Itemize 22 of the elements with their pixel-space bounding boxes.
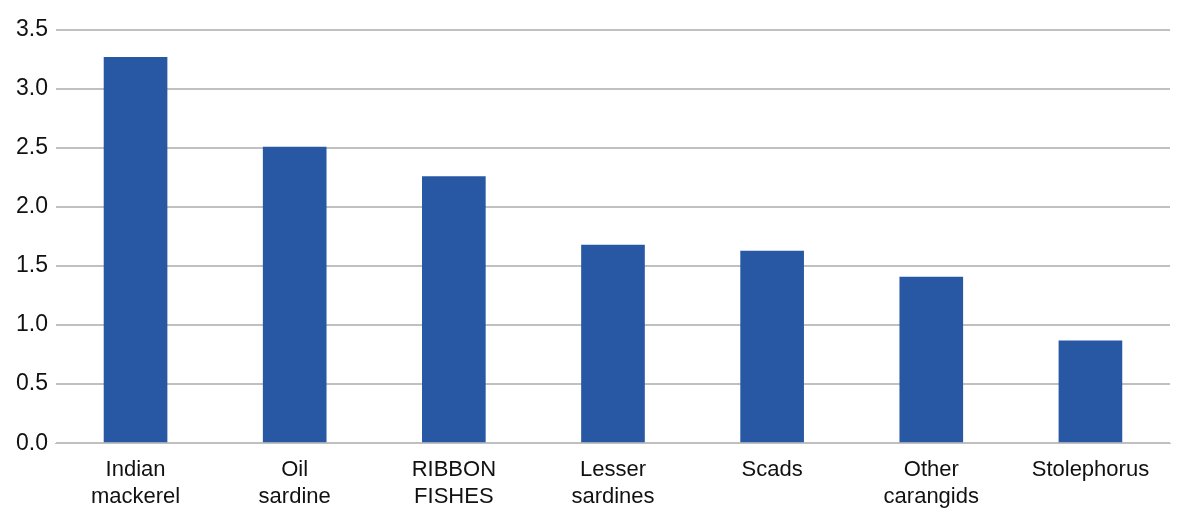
y-tick-label: 1.5 [15,251,48,278]
y-tick-label: 3.0 [15,74,48,101]
y-tick-label: 1.0 [15,310,48,337]
y-tick-label: 3.5 [15,15,48,42]
bar [103,56,168,443]
x-tick-label: RIBBON FISHES [411,456,497,508]
bar [899,276,964,443]
x-tick-label: Indian mackerel [90,456,181,508]
x-tick-label: Oil sardine [258,456,331,508]
bar [1058,340,1123,443]
x-tick-label: Other carangids [883,456,979,508]
bar [262,146,327,443]
y-tick-label: 0.5 [15,369,48,396]
bar [422,176,486,443]
x-tick-label: Stolephorus [1031,456,1150,482]
x-tick-label: Lesser sardines [571,456,655,508]
x-tick-label: Scads [741,456,803,482]
y-tick-label: 2.0 [15,192,48,219]
y-tick-label: 2.5 [15,133,48,160]
bar [581,244,645,443]
y-tick-label: 0.0 [15,428,48,455]
bar [740,250,804,443]
